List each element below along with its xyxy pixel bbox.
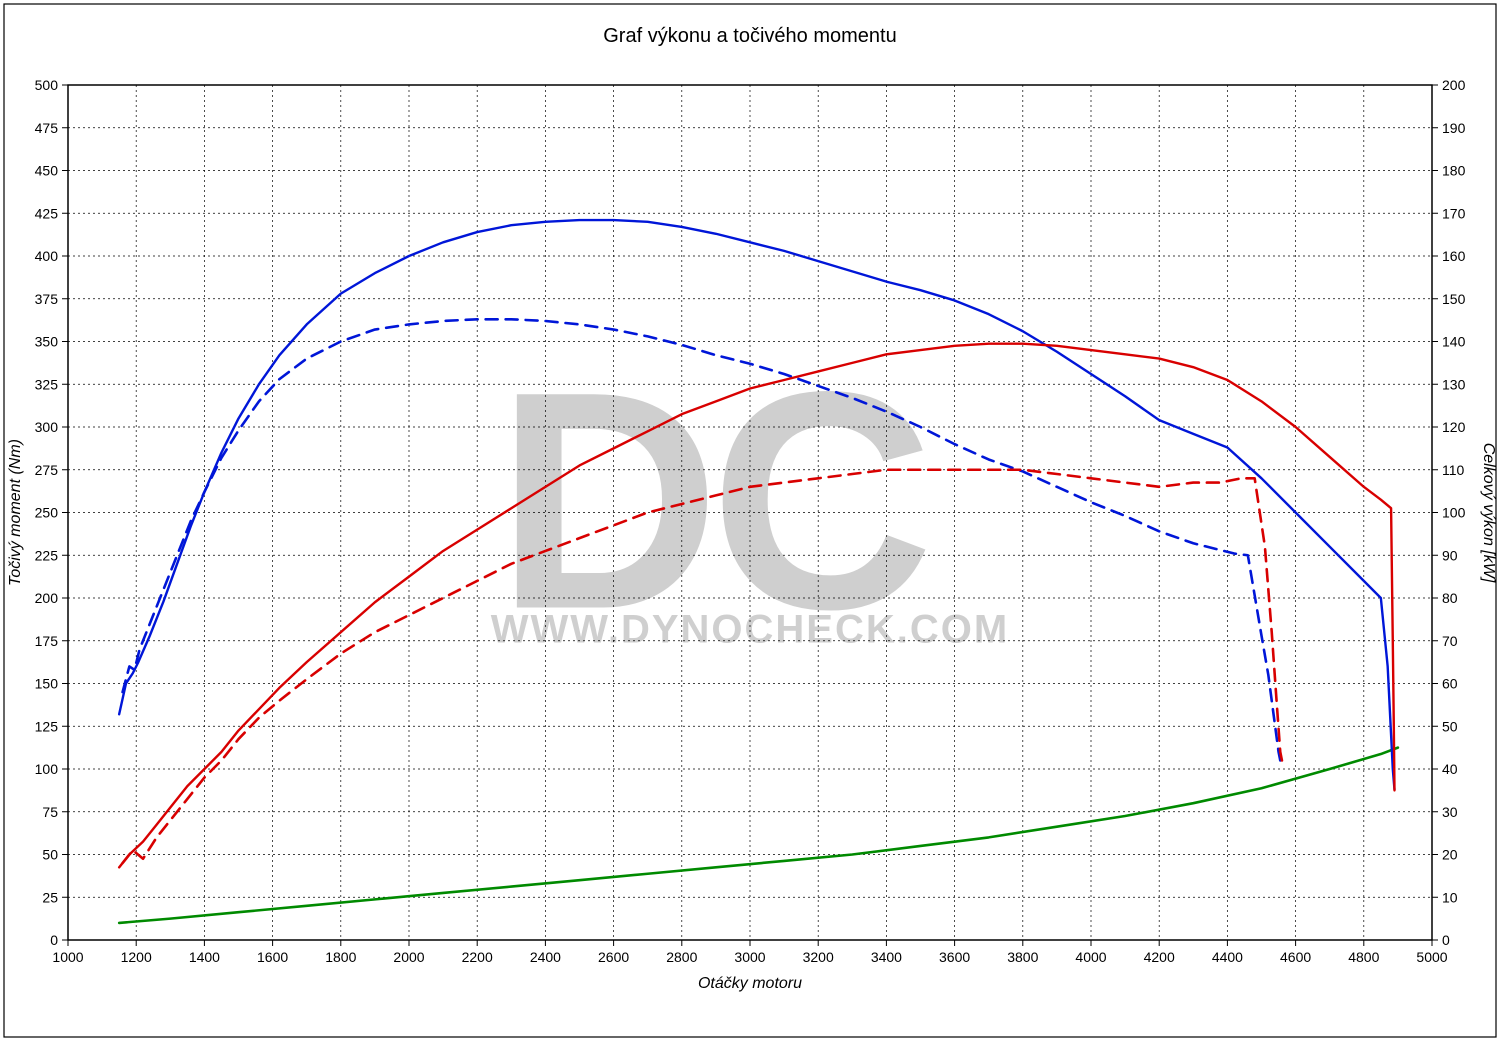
tick-label-x: 4000 [1075,949,1106,965]
tick-label-x: 1800 [325,949,356,965]
tick-label-yl: 325 [35,376,59,392]
tick-label-x: 3400 [871,949,902,965]
tick-label-yl: 75 [42,804,58,820]
tick-label-yl: 475 [35,120,59,136]
series-loss [119,748,1398,923]
tick-label-yr: 10 [1442,889,1458,905]
tick-label-yl: 400 [35,248,59,264]
tick-label-x: 5000 [1416,949,1447,965]
tick-label-yr: 30 [1442,804,1458,820]
tick-label-yl: 125 [35,718,59,734]
tick-label-yl: 425 [35,205,59,221]
tick-label-yl: 150 [35,676,59,692]
tick-label-x: 4600 [1280,949,1311,965]
tick-label-x: 1000 [52,949,83,965]
tick-label-yr: 50 [1442,718,1458,734]
tick-label-yl: 225 [35,547,59,563]
tick-label-yl: 175 [35,633,59,649]
y-left-axis-label: Točivý moment (Nm) [7,439,24,586]
watermark-url: WWW.DYNOCHECK.COM [491,608,1009,652]
tick-label-yl: 0 [50,932,58,948]
tick-label-yr: 80 [1442,590,1458,606]
tick-label-yl: 450 [35,163,59,179]
tick-label-yr: 180 [1442,163,1466,179]
tick-label-yl: 250 [35,505,59,521]
tick-label-x: 2800 [666,949,697,965]
tick-label-x: 1600 [257,949,288,965]
tick-label-x: 3200 [803,949,834,965]
tick-label-x: 4400 [1212,949,1243,965]
tick-label-yr: 20 [1442,847,1458,863]
tick-label-yl: 375 [35,291,59,307]
tick-label-x: 3800 [1007,949,1038,965]
y-left-axis-group: 0 25 50 75 100 125 150 175 200 225 250 275 300 325 350… [35,77,1432,948]
tick-label-x: 4800 [1348,949,1379,965]
tick-label-yl: 25 [42,889,58,905]
tick-label-yr: 60 [1442,676,1458,692]
x-axis-group: 1000 1200 1400 1600 1800 2000 2200 2400 2600 2800… [52,85,1447,965]
chart-title: Graf výkonu a točivého momentu [603,25,896,47]
tick-label-yr: 200 [1442,77,1466,93]
tick-label-x: 2000 [393,949,424,965]
tick-label-x: 2400 [530,949,561,965]
tick-label-x: 4200 [1144,949,1175,965]
tick-label-yr: 70 [1442,633,1458,649]
tick-label-x: 2200 [462,949,493,965]
tick-label-yl: 275 [35,462,59,478]
tick-label-yr: 40 [1442,761,1458,777]
y-right-axis-group: 0 10 20 30 40 50 60 70 80 90 100 110 120 130 140 150 160… [1432,77,1466,948]
tick-label-yr: 0 [1442,932,1450,948]
tick-label-yr: 90 [1442,547,1458,563]
tick-label-yl: 500 [35,77,59,93]
dyno-chart: Graf výkonu a točivého momentuDCWWW.DYNO… [0,0,1500,1041]
tick-label-yl: 50 [42,847,58,863]
tick-label-yr: 110 [1442,462,1465,478]
tick-label-yl: 200 [35,590,59,606]
tick-label-yr: 190 [1442,120,1466,136]
tick-label-yr: 150 [1442,291,1466,307]
tick-label-x: 1400 [189,949,220,965]
tick-label-yr: 170 [1442,205,1466,221]
tick-label-x: 2600 [598,949,629,965]
tick-label-yr: 130 [1442,376,1466,392]
tick-label-yr: 120 [1442,419,1466,435]
tick-label-yl: 300 [35,419,59,435]
chart-container: Graf výkonu a točivého momentuDCWWW.DYNO… [0,0,1500,1041]
tick-label-x: 3600 [939,949,970,965]
x-axis-label: Otáčky motoru [698,975,802,992]
tick-label-x: 3000 [734,949,765,965]
tick-label-yl: 100 [35,761,59,777]
tick-label-yl: 350 [35,334,59,350]
y-right-axis-label: Celkový výkon [kW] [1480,443,1497,583]
tick-label-yr: 160 [1442,248,1466,264]
tick-label-x: 1200 [121,949,152,965]
tick-label-yr: 100 [1442,505,1466,521]
tick-label-yr: 140 [1442,334,1466,350]
